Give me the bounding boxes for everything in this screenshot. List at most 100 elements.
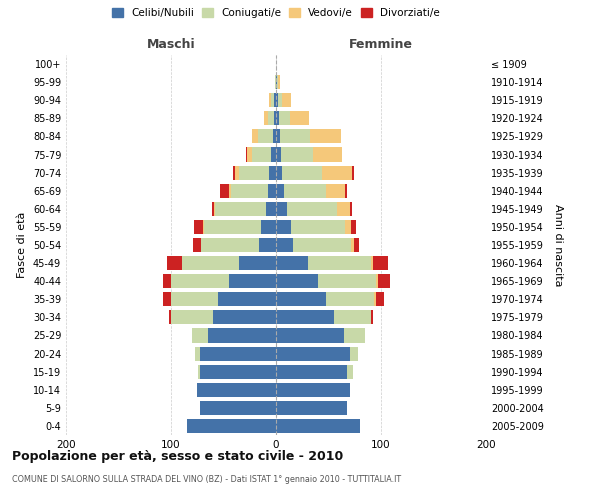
Bar	[278, 75, 280, 89]
Bar	[371, 310, 373, 324]
Bar	[269, 93, 271, 108]
Bar	[239, 166, 269, 179]
Bar	[276, 184, 284, 198]
Bar	[274, 93, 276, 108]
Bar	[276, 382, 349, 397]
Bar	[268, 112, 274, 126]
Bar	[290, 112, 308, 126]
Bar	[276, 310, 334, 324]
Bar	[276, 202, 287, 216]
Bar	[171, 274, 229, 288]
Bar	[277, 75, 278, 89]
Bar	[197, 382, 276, 397]
Text: Femmine: Femmine	[349, 38, 413, 52]
Bar	[212, 202, 214, 216]
Y-axis label: Fasce di età: Fasce di età	[17, 212, 27, 278]
Bar	[276, 220, 290, 234]
Bar	[275, 75, 276, 89]
Bar	[229, 274, 276, 288]
Bar	[378, 274, 391, 288]
Bar	[269, 166, 276, 179]
Bar	[163, 274, 171, 288]
Bar	[278, 93, 283, 108]
Bar	[287, 202, 337, 216]
Bar	[276, 346, 349, 360]
Bar	[259, 238, 276, 252]
Bar	[373, 256, 388, 270]
Bar	[208, 328, 276, 342]
Bar	[376, 292, 384, 306]
Bar	[276, 328, 344, 342]
Bar	[308, 256, 371, 270]
Text: COMUNE DI SALORNO SULLA STRADA DEL VINO (BZ) - Dati ISTAT 1° gennaio 2010 - TUTT: COMUNE DI SALORNO SULLA STRADA DEL VINO …	[12, 475, 401, 484]
Bar	[284, 184, 326, 198]
Bar	[220, 184, 229, 198]
Bar	[276, 238, 293, 252]
Bar	[192, 328, 208, 342]
Bar	[354, 238, 359, 252]
Bar	[218, 292, 276, 306]
Bar	[374, 292, 376, 306]
Bar	[310, 130, 341, 143]
Bar	[276, 75, 277, 89]
Bar	[293, 238, 350, 252]
Bar	[171, 310, 213, 324]
Bar	[280, 130, 310, 143]
Bar	[231, 184, 268, 198]
Bar	[322, 166, 352, 179]
Bar	[352, 166, 354, 179]
Bar	[239, 256, 276, 270]
Bar	[276, 292, 326, 306]
Bar	[268, 184, 276, 198]
Bar	[235, 166, 239, 179]
Bar	[258, 130, 273, 143]
Bar	[337, 202, 349, 216]
Bar	[233, 166, 235, 179]
Bar	[376, 274, 378, 288]
Bar	[194, 220, 203, 234]
Bar	[349, 202, 352, 216]
Bar	[229, 184, 231, 198]
Bar	[276, 112, 279, 126]
Bar	[187, 419, 276, 433]
Bar	[276, 166, 283, 179]
Legend: Celibi/Nubili, Coniugati/e, Vedovi/e, Divorziati/e: Celibi/Nubili, Coniugati/e, Vedovi/e, Di…	[109, 5, 443, 21]
Bar	[265, 202, 276, 216]
Text: Popolazione per età, sesso e stato civile - 2010: Popolazione per età, sesso e stato civil…	[12, 450, 343, 463]
Bar	[163, 292, 171, 306]
Bar	[276, 274, 318, 288]
Bar	[262, 220, 276, 234]
Bar	[350, 238, 353, 252]
Bar	[279, 112, 290, 126]
Bar	[271, 148, 276, 162]
Bar	[371, 256, 373, 270]
Bar	[276, 148, 281, 162]
Bar	[276, 419, 360, 433]
Bar	[200, 364, 276, 378]
Bar	[198, 364, 200, 378]
Bar	[200, 346, 276, 360]
Bar	[344, 328, 365, 342]
Bar	[252, 130, 258, 143]
Bar	[318, 274, 376, 288]
Bar	[349, 346, 358, 360]
Bar	[274, 112, 276, 126]
Bar	[276, 256, 308, 270]
Bar	[281, 148, 313, 162]
Bar	[326, 184, 346, 198]
Bar	[273, 130, 276, 143]
Bar	[195, 346, 200, 360]
Bar	[202, 238, 259, 252]
Bar	[313, 148, 342, 162]
Bar	[214, 202, 215, 216]
Bar	[276, 130, 280, 143]
Bar	[171, 292, 218, 306]
Bar	[200, 401, 276, 415]
Y-axis label: Anni di nascita: Anni di nascita	[553, 204, 563, 286]
Bar	[283, 93, 290, 108]
Bar	[276, 364, 347, 378]
Bar	[276, 93, 278, 108]
Bar	[245, 148, 247, 162]
Bar	[334, 310, 371, 324]
Bar	[169, 310, 171, 324]
